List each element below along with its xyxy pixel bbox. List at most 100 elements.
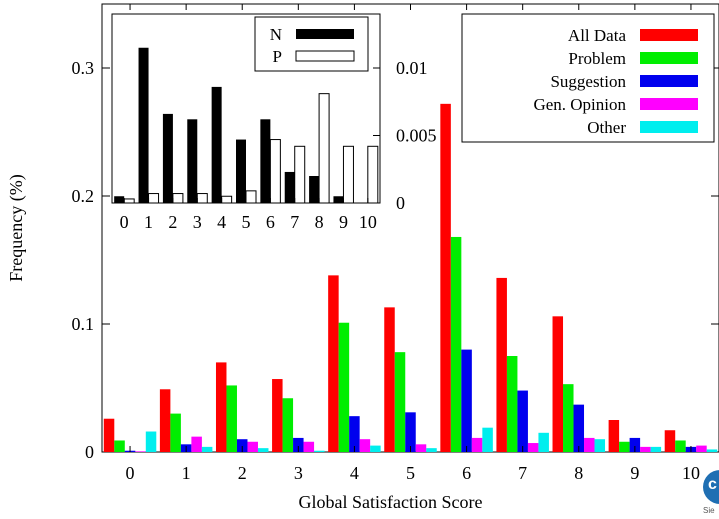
x-tick-label: 6 <box>462 463 471 483</box>
bar-problem-10 <box>675 440 686 452</box>
x-tick-label: 4 <box>350 463 359 483</box>
y-tick-label: 0.3 <box>72 58 95 78</box>
inset-legend-label: N <box>270 25 282 44</box>
bar-all-data-5 <box>384 307 395 452</box>
inset-bar-n-3 <box>187 119 198 203</box>
legend-swatch <box>640 52 698 64</box>
bar-problem-5 <box>394 352 406 452</box>
bar-problem-4 <box>338 322 350 452</box>
legend-swatch <box>640 121 698 133</box>
inset-bar-n-0 <box>114 196 125 203</box>
bar-gen-opinion-9 <box>640 446 651 452</box>
x-tick-label: 5 <box>406 463 415 483</box>
bar-suggestion-9 <box>629 437 641 452</box>
bar-other-1 <box>201 446 213 452</box>
watermark-badge-icon <box>703 470 719 504</box>
legend-label: Problem <box>568 49 626 68</box>
y-tick-label: 0.1 <box>72 314 95 334</box>
bar-gen-opinion-5 <box>415 444 427 452</box>
inset-bar-n-2 <box>162 113 173 203</box>
bar-gen-opinion-10 <box>696 445 707 452</box>
bar-gen-opinion-2 <box>247 441 258 452</box>
inset-x-tick-label: 7 <box>290 212 299 232</box>
bar-problem-2 <box>226 385 237 452</box>
bar-suggestion-8 <box>573 404 585 452</box>
bar-problem-3 <box>282 398 294 452</box>
y-axis-title: Frequency (%) <box>6 174 27 281</box>
inset-bar-p-9 <box>342 145 354 204</box>
bar-problem-8 <box>563 384 574 452</box>
inset-x-tick-label: 10 <box>359 212 377 232</box>
bar-all-data-0 <box>103 418 115 452</box>
inset-y-tick-label: 0.005 <box>396 126 437 146</box>
bar-gen-opinion-1 <box>191 436 202 452</box>
inset-bar-n-8 <box>309 176 320 203</box>
inset-x-tick-label: 5 <box>242 212 251 232</box>
bar-gen-opinion-8 <box>584 437 595 452</box>
inset-legend-label: P <box>273 47 282 66</box>
bar-gen-opinion-4 <box>359 439 371 452</box>
x-tick-label: 1 <box>182 463 191 483</box>
bar-problem-9 <box>619 441 630 452</box>
inset-bar-p-6 <box>269 139 281 204</box>
watermark-label: Sie <box>703 506 715 515</box>
inset-bar-p-0 <box>123 198 135 204</box>
bar-suggestion-6 <box>461 349 472 452</box>
x-tick-label: 8 <box>574 463 583 483</box>
bar-suggestion-3 <box>293 437 304 452</box>
bar-other-8 <box>594 439 606 452</box>
inset-bar-p-8 <box>318 93 330 204</box>
inset-y-tick-label: 0 <box>396 193 405 213</box>
legend-label: Suggestion <box>550 72 626 91</box>
bar-suggestion-5 <box>405 412 416 452</box>
bar-other-0 <box>145 431 157 452</box>
inset-bar-p-4 <box>221 195 233 204</box>
inset-bar-p-1 <box>148 193 160 204</box>
bar-gen-opinion-3 <box>303 441 315 452</box>
inset-y-tick-label: 0.01 <box>396 58 428 78</box>
bar-gen-opinion-6 <box>471 437 483 452</box>
inset-bar-p-5 <box>245 190 257 204</box>
inset-x-tick-label: 3 <box>193 212 202 232</box>
inset-legend-swatch <box>295 50 355 62</box>
bar-other-4 <box>370 445 381 452</box>
bar-all-data-10 <box>664 430 676 452</box>
x-axis-title: Global Satisfaction Score <box>299 492 483 512</box>
bar-other-3 <box>314 450 325 452</box>
inset-x-tick-label: 6 <box>266 212 275 232</box>
bar-other-2 <box>257 448 269 452</box>
bar-all-data-3 <box>272 379 283 452</box>
bar-all-data-2 <box>215 362 227 452</box>
bar-problem-7 <box>506 356 518 452</box>
inset-x-tick-label: 9 <box>339 212 348 232</box>
bar-problem-6 <box>450 236 462 452</box>
legend-swatch <box>640 98 698 110</box>
legend-label: Gen. Opinion <box>533 95 626 114</box>
x-tick-label: 10 <box>682 463 700 483</box>
inset-bar-n-1 <box>138 47 149 203</box>
inset-x-tick-label: 2 <box>168 212 177 232</box>
bar-all-data-8 <box>552 316 564 452</box>
legend-label: Other <box>587 118 626 137</box>
inset-legend-swatch <box>296 29 354 39</box>
bar-gen-opinion-7 <box>527 443 539 452</box>
bar-gen-opinion-0 <box>135 451 146 452</box>
y-tick-label: 0.2 <box>72 186 95 206</box>
inset-bar-p-2 <box>172 193 184 204</box>
bar-all-data-7 <box>496 277 507 452</box>
bar-problem-1 <box>170 413 181 452</box>
inset-bar-n-6 <box>260 119 271 203</box>
inset-x-tick-label: 4 <box>217 212 226 232</box>
inset-bar-p-3 <box>196 193 208 204</box>
x-tick-label: 2 <box>238 463 247 483</box>
bar-suggestion-2 <box>236 439 248 452</box>
inset-bar-n-7 <box>284 171 295 203</box>
bar-other-6 <box>482 427 493 452</box>
legend-label: All Data <box>568 26 627 45</box>
bar-all-data-9 <box>608 420 620 452</box>
inset-legend <box>254 16 369 72</box>
bar-other-9 <box>650 446 662 452</box>
inset-x-tick-label: 0 <box>120 212 129 232</box>
